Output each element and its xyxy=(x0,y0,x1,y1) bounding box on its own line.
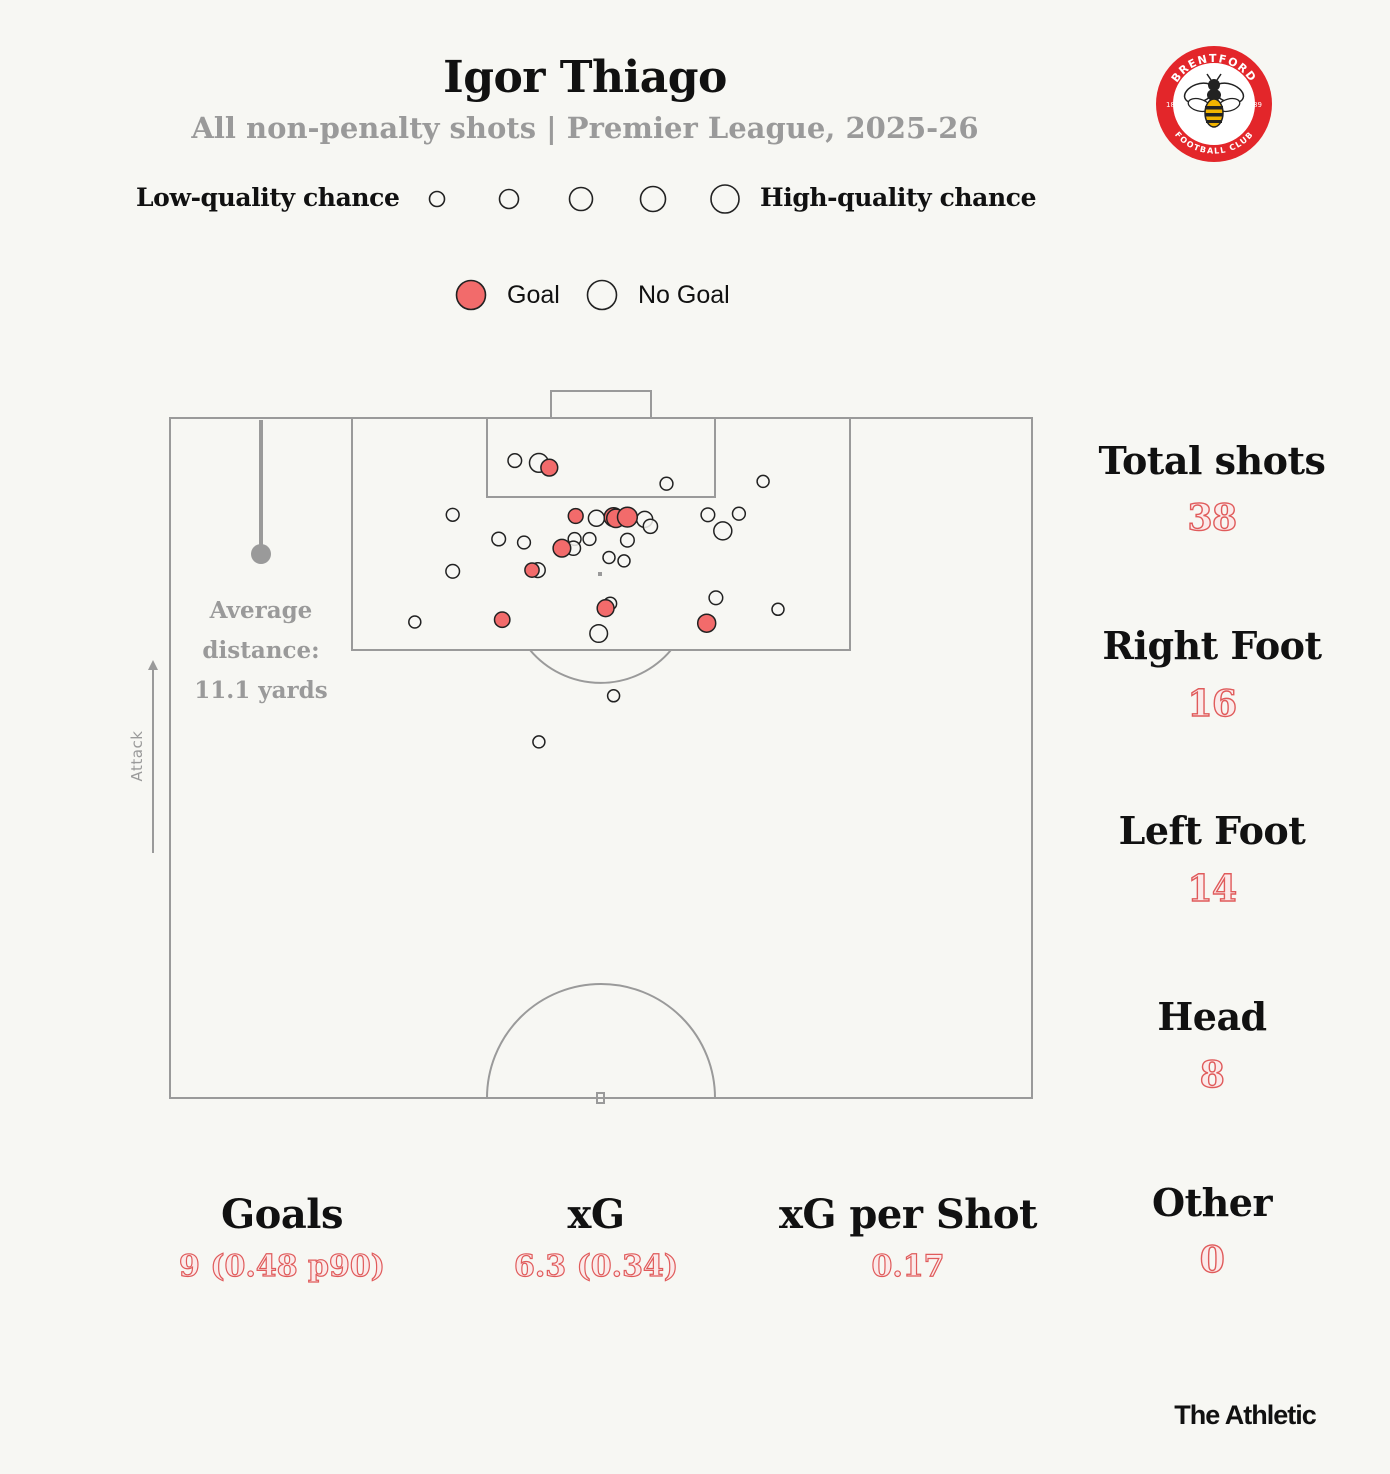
average-distance-line1: Average xyxy=(209,597,313,624)
page-title: Igor Thiago xyxy=(443,52,727,103)
penalty-spot xyxy=(598,572,602,576)
shot-goal-point xyxy=(596,599,615,618)
shot-no-goal-point xyxy=(589,623,609,644)
total-shots-label: Total shots xyxy=(1098,438,1326,483)
shot-goal-point xyxy=(567,507,584,525)
xg-per-shot-value: 0.17 xyxy=(871,1248,945,1284)
size-legend-circle xyxy=(639,185,667,213)
attack-label: Attack xyxy=(128,730,146,782)
shot-no-goal-point xyxy=(507,453,523,469)
bee-icon xyxy=(1183,73,1245,128)
shot-no-goal-point xyxy=(602,550,616,565)
average-distance-label: Average distance: 11.1 yards xyxy=(161,591,361,711)
average-distance-marker xyxy=(251,544,271,564)
goal-frame xyxy=(550,390,652,419)
shots-layer xyxy=(408,452,785,749)
shot-no-goal-point xyxy=(642,518,659,535)
goals-value: 9 (0.48 p90) xyxy=(178,1248,385,1284)
high-quality-label: High-quality chance xyxy=(760,183,1037,212)
penalty-arc xyxy=(529,649,672,684)
right-foot-value: 16 xyxy=(1187,682,1238,725)
head-label: Head xyxy=(1157,994,1267,1039)
shot-goal-point xyxy=(493,611,511,629)
shot-no-goal-point xyxy=(708,590,724,606)
head-value: 8 xyxy=(1199,1053,1225,1096)
size-legend-circle xyxy=(498,188,520,210)
shot-no-goal-point xyxy=(619,532,635,548)
shot-no-goal-point xyxy=(445,563,461,579)
low-quality-label: Low-quality chance xyxy=(136,183,400,212)
shot-goal-point xyxy=(524,562,540,578)
shot-no-goal-point xyxy=(408,615,422,629)
shot-no-goal-point xyxy=(582,531,597,547)
shot-no-goal-point xyxy=(445,507,460,522)
total-shots-value: 38 xyxy=(1187,496,1238,539)
shot-goal-point xyxy=(552,538,572,558)
brand-logo: The Athletic xyxy=(1174,1400,1317,1430)
goals-label: Goals xyxy=(221,1191,343,1238)
other-label: Other xyxy=(1152,1180,1272,1225)
club-badge: BRENTFORD FOOTBALL CLUB 18 89 xyxy=(1156,46,1272,162)
average-distance-line3: 11.1 yards xyxy=(194,677,328,704)
shot-no-goal-point xyxy=(606,689,621,703)
shot-no-goal-point xyxy=(491,531,507,547)
shot-no-goal-point xyxy=(532,735,546,749)
badge-left-year: 18 xyxy=(1166,101,1175,109)
shot-no-goal-point xyxy=(713,521,733,541)
shot-no-goal-point xyxy=(731,506,747,521)
size-legend-circles xyxy=(428,184,740,214)
goal-legend-marker xyxy=(455,279,487,311)
left-foot-label: Left Foot xyxy=(1118,808,1306,853)
shot-no-goal-point xyxy=(617,554,631,568)
shot-goal-point xyxy=(696,613,717,633)
shot-no-goal-point xyxy=(587,509,606,528)
page-subtitle: All non-penalty shots | Premier League, … xyxy=(191,111,979,145)
no-goal-legend-marker xyxy=(586,279,618,311)
shot-goal-point xyxy=(540,458,559,477)
center-circle xyxy=(486,983,716,1099)
pitch-markings xyxy=(169,390,1033,1104)
shot-no-goal-point xyxy=(756,474,770,489)
xg-label: xG xyxy=(567,1191,625,1238)
attack-arrow-head xyxy=(148,660,158,670)
shot-no-goal-point xyxy=(659,476,674,491)
other-value: 0 xyxy=(1199,1238,1225,1281)
goal-legend-label: Goal xyxy=(507,281,560,309)
shot-no-goal-point xyxy=(516,535,532,550)
xg-per-shot-label: xG per Shot xyxy=(779,1191,1037,1238)
left-foot-value: 14 xyxy=(1187,867,1238,910)
size-legend-circle xyxy=(428,190,446,208)
badge-right-year: 89 xyxy=(1253,101,1262,109)
no-goal-legend-label: No Goal xyxy=(638,281,730,309)
xg-value: 6.3 (0.34) xyxy=(513,1248,679,1284)
average-distance-line2: distance: xyxy=(202,637,320,664)
center-spot xyxy=(596,1092,605,1104)
right-foot-label: Right Foot xyxy=(1102,623,1322,668)
shot-no-goal-point xyxy=(771,602,785,617)
shot-goal-point xyxy=(616,506,639,528)
size-legend-circle xyxy=(568,186,594,212)
size-legend-circle xyxy=(710,184,740,214)
shot-no-goal-point xyxy=(700,507,716,523)
